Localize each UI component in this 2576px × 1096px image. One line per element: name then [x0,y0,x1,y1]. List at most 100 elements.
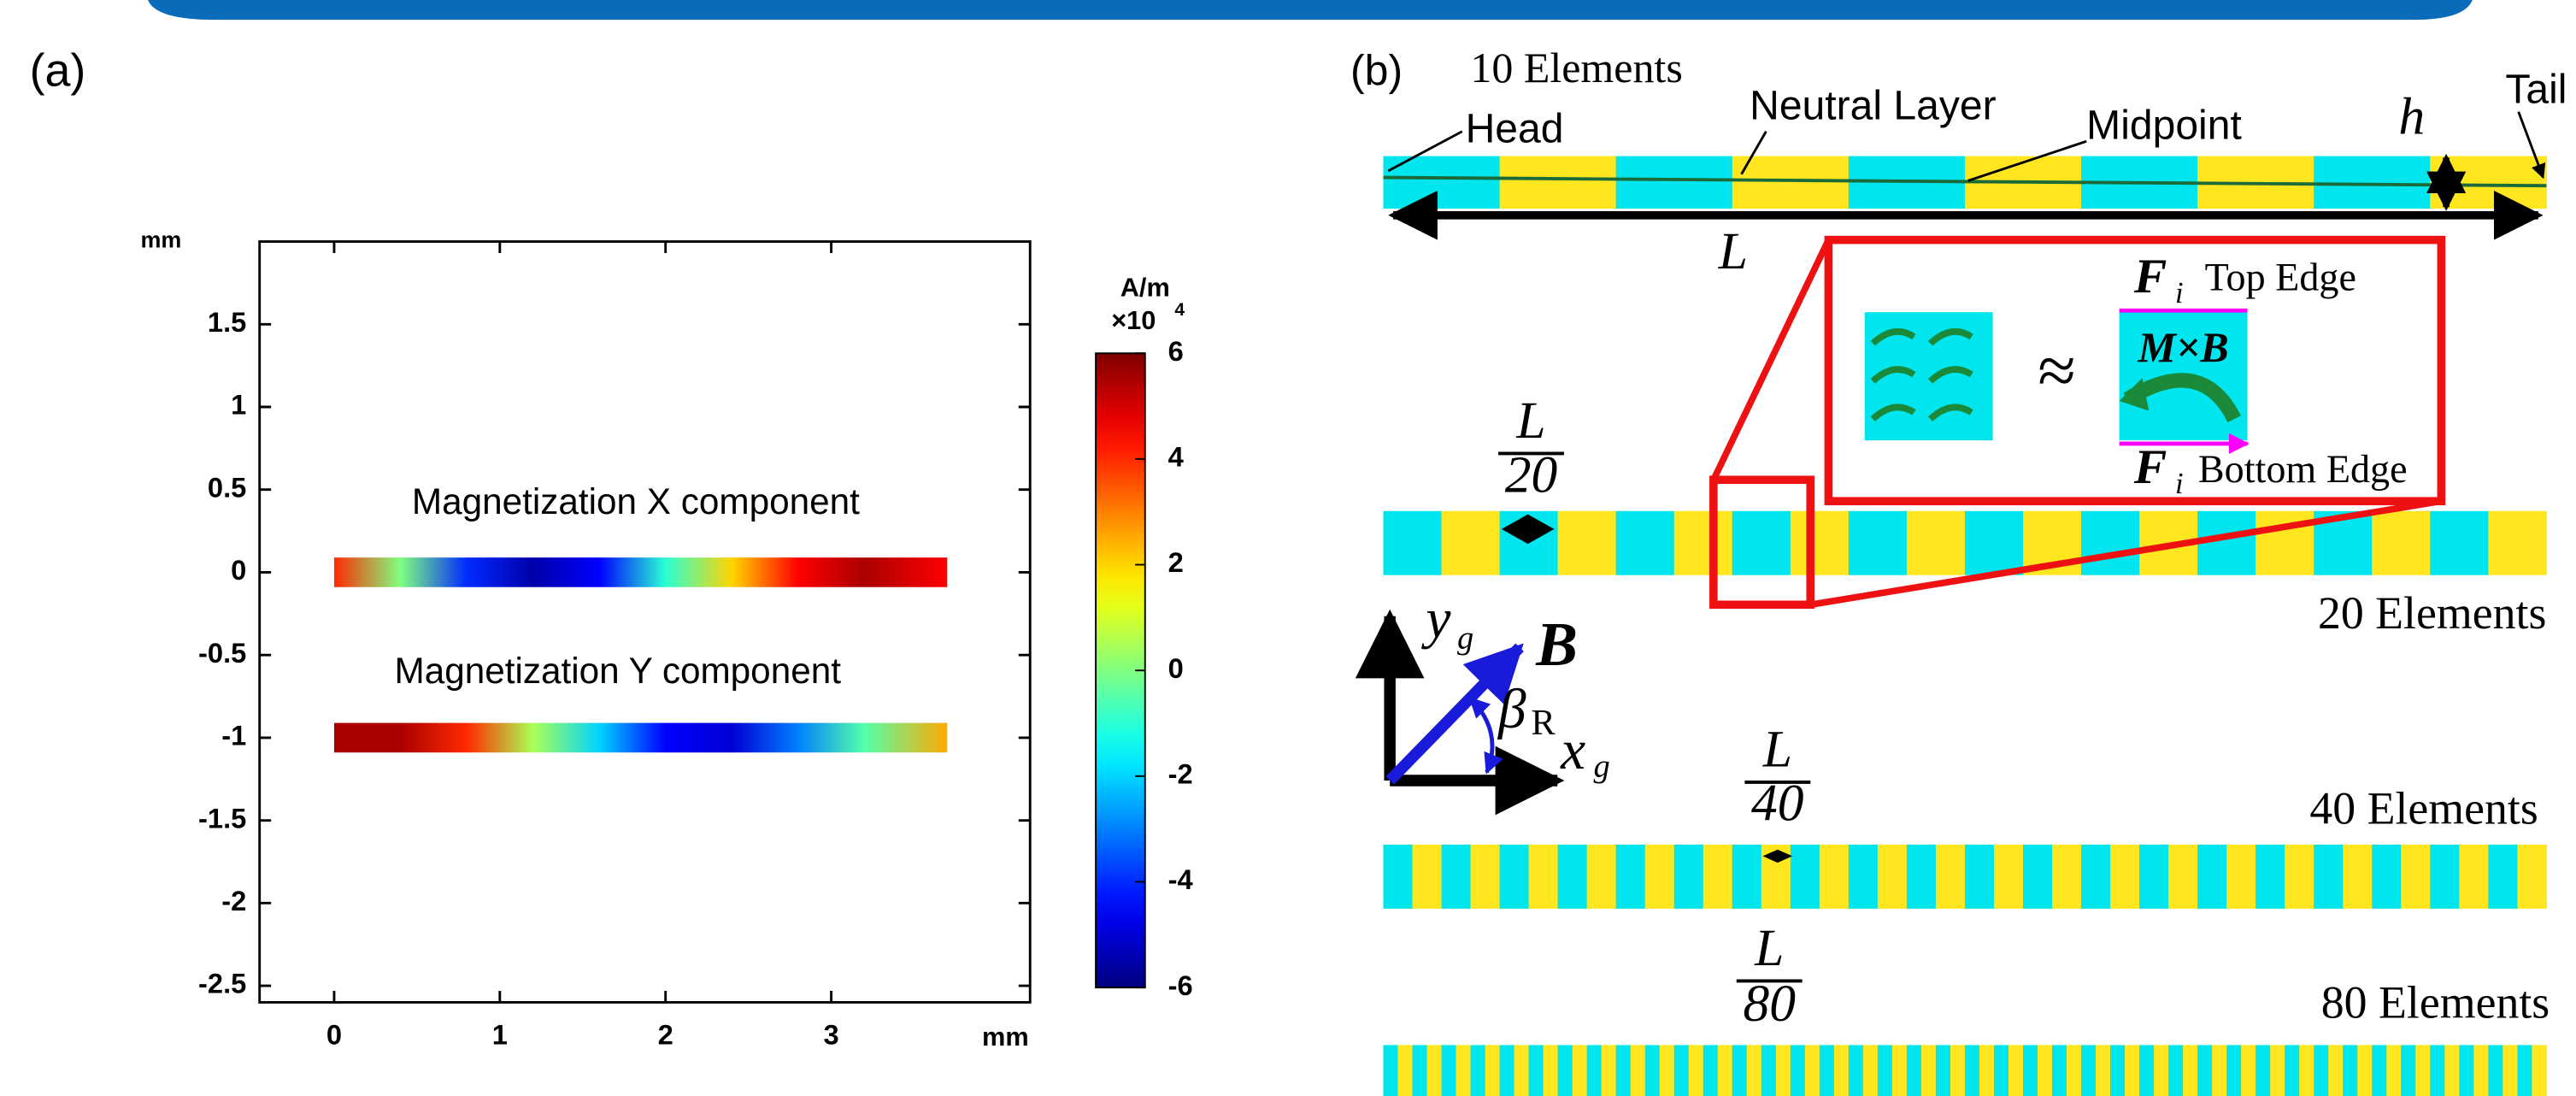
element [1529,845,1559,909]
element [2488,1045,2503,1096]
element [2212,1045,2227,1096]
element [2459,1045,2474,1096]
element [1558,845,1588,909]
element [2168,1045,2184,1096]
colorbar-exponent: 4 [1174,300,1185,320]
frame-label: y [1420,588,1451,650]
colorbar-tick-label: -2 [1168,757,1193,789]
magnetization-bar [334,557,947,587]
element [2343,845,2373,909]
torque-label: M×B [2137,323,2228,371]
element [2517,845,2547,909]
element [1747,1045,1762,1096]
element [1660,1045,1675,1096]
element [1645,845,1675,909]
element [2096,1045,2111,1096]
element [1442,845,1472,909]
element [1442,511,1501,575]
element [1805,1045,1820,1096]
edge-label: Top Edge [2205,255,2356,298]
element [1703,845,1733,909]
colorbar-tick-label: 4 [1168,441,1184,473]
element [1921,1045,1937,1096]
element [1834,1045,1850,1096]
element [2197,511,2256,575]
element [2270,1045,2285,1096]
frame-label: B [1535,610,1578,679]
element [1397,1045,1413,1096]
element [2430,511,2489,575]
element [1732,156,1850,209]
element [2125,1045,2140,1096]
element [1732,845,1762,909]
element [2197,845,2227,909]
fraction-den: 80 [1743,975,1796,1033]
element [1529,1045,1544,1096]
colorbar-tick-label: -4 [1168,863,1193,895]
annotation: L [1718,222,1748,280]
element [1383,1045,1398,1096]
approx: ≈ [2038,333,2075,410]
bar-label: 10 Elements [1470,44,1682,91]
element [2255,845,2285,909]
element [2314,845,2344,909]
x-tick-label: 3 [823,1018,838,1050]
fraction-num: L [1754,919,1784,977]
x-tick-label: 2 [658,1018,673,1050]
bar-label: Magnetization Y component [395,651,842,691]
element [2255,1045,2271,1096]
frame-sub: g [1594,748,1610,784]
element [1965,845,1995,909]
element [2372,1045,2387,1096]
element [1761,1045,1777,1096]
force-label: F [2133,250,2167,303]
annotation: Neutral Layer [1750,84,1996,129]
element [2386,1045,2402,1096]
element [1849,845,1879,909]
x-tick-label: 0 [326,1018,342,1050]
panel-label: (b) [1350,47,1403,95]
element [1427,1045,1443,1096]
panel-a: (a) mm mm Magnetization X component Magn… [30,45,1193,1052]
element [1791,1045,1806,1096]
element [2328,1045,2344,1096]
element [2081,845,2111,909]
colorbar-unit: A/m [1120,272,1170,302]
colorbar-tick-label: -6 [1168,969,1193,1001]
element [1413,845,1443,909]
element [2067,1045,2082,1096]
element [2401,845,2431,909]
fraction-den: 40 [1751,775,1804,833]
y-tick-label: -0.5 [198,637,246,669]
frame-label: x [1560,720,1585,781]
element [2154,1045,2169,1096]
element [2008,1045,2024,1096]
element [1558,511,1617,575]
element [1573,1045,1588,1096]
element [2023,1045,2038,1096]
element [2168,845,2198,909]
element [1718,1045,1733,1096]
bar-label: Magnetization X component [412,481,860,521]
element [1776,1045,1791,1096]
element [1849,1045,1864,1096]
element [1500,1045,1515,1096]
element [1674,845,1704,909]
panel-b: (b) 10 Elements 20 Elements 40 Elements … [1350,44,2567,1096]
element [2139,845,2169,909]
edge-label: Bottom Edge [2198,447,2408,491]
element [1456,1045,1472,1096]
element [1616,156,1733,209]
element [1907,1045,1922,1096]
element [1383,845,1413,909]
element [2285,845,2314,909]
y-tick-label: -1.5 [198,802,246,834]
fraction-num: L [1762,720,1792,778]
bar-label: 20 Elements [2318,587,2546,639]
element [2401,1045,2416,1096]
magnetization-bar [334,723,947,753]
element [2038,1045,2053,1096]
y-tick-label: 1 [231,389,246,421]
element [1994,1045,2009,1096]
element [1616,511,1675,575]
